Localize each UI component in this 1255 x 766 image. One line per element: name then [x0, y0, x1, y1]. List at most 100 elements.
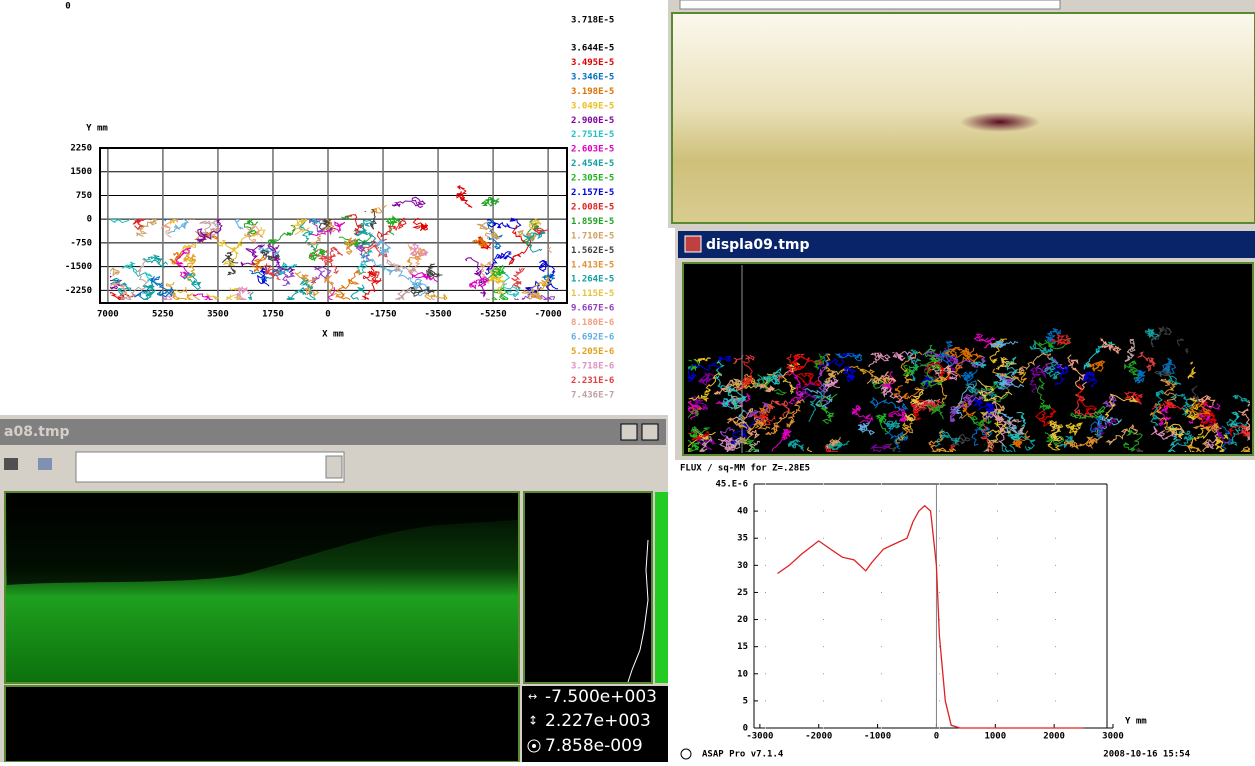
- y-tick-label: 750: [76, 191, 92, 201]
- contour-line: [390, 197, 425, 207]
- y-tick-label: 35: [737, 534, 748, 544]
- y-tick-label: 0: [87, 215, 92, 225]
- icon: ↔: [528, 690, 537, 703]
- window-icon: [685, 236, 701, 252]
- legend-entry: 3.495E-5: [571, 58, 614, 68]
- contour-line: [426, 264, 442, 277]
- hot-spot: [960, 112, 1040, 132]
- footer-left: ASAP Pro v7.1.4: [702, 750, 784, 760]
- contour-line: [481, 197, 499, 206]
- x-tick-label: 1000: [984, 732, 1006, 742]
- legend-entry: 3.198E-5: [571, 87, 614, 97]
- y-tick-label: 30: [737, 561, 748, 571]
- x-tick-label: -5250: [480, 310, 507, 320]
- legend-entry: 9.667E-6: [571, 304, 614, 314]
- y-tick-label: -2250: [65, 286, 92, 296]
- legend-entry: 1.710E-5: [571, 231, 614, 241]
- legend-entry: 1.562E-5: [571, 246, 614, 256]
- x-tick-label: 0: [325, 310, 330, 320]
- print-button[interactable]: [4, 458, 18, 470]
- legend-entry: 8.180E-6: [571, 318, 614, 328]
- window-title: a08.tmp: [4, 424, 70, 440]
- legend-entry: 3.049E-5: [571, 101, 614, 111]
- contour-line: [470, 277, 489, 289]
- legend-entry: 2.305E-5: [571, 174, 614, 184]
- legend-entry: 3.718E-5: [571, 16, 614, 26]
- y-tick-label: 10: [737, 669, 748, 679]
- legend-entry: 3.718E-6: [571, 361, 614, 371]
- contour-line: [413, 218, 427, 230]
- legend-entry: 3.644E-5: [571, 44, 614, 54]
- contour-line: [143, 255, 167, 267]
- contour-line: [328, 204, 350, 219]
- dropdown[interactable]: [76, 452, 344, 482]
- color-bar: [655, 492, 668, 683]
- x-tick-label: -1000: [864, 732, 891, 742]
- y-tick-label: 5: [743, 696, 748, 706]
- contour-line: [137, 198, 160, 213]
- y-tick-label: 40: [737, 507, 748, 517]
- contour-line: [267, 225, 295, 244]
- dropdown-arrow[interactable]: [326, 456, 342, 478]
- profile-view: [5, 686, 519, 762]
- value-readout: 7.858e-009: [545, 736, 643, 756]
- icon: ↕: [528, 714, 538, 728]
- toolbar-field: [680, 0, 1060, 9]
- contour-line: [410, 272, 438, 282]
- legend-entry: 1.413E-5: [571, 260, 614, 270]
- x-axis-label: Y mm: [1125, 717, 1147, 727]
- x-tick-label: 1750: [262, 310, 284, 320]
- x-tick-label: -7000: [535, 310, 562, 320]
- maximize-button[interactable]: [642, 424, 658, 440]
- contour-line: [137, 210, 157, 237]
- window-title: displa09.tmp: [706, 237, 810, 253]
- chart-area: [677, 460, 1255, 762]
- contour-line: [550, 204, 568, 241]
- legend-entry: 2.751E-5: [571, 130, 614, 140]
- contour-line: [396, 289, 413, 308]
- x-tick-label: 0: [934, 732, 939, 742]
- contour-line: [122, 262, 152, 282]
- contour-line: [360, 265, 376, 302]
- x-tick-label: -2000: [805, 732, 832, 742]
- legend-entry: 2.157E-5: [571, 188, 614, 198]
- contour-line: [548, 245, 564, 256]
- contour-line: [168, 214, 192, 234]
- y-tick-label: 20: [737, 615, 748, 625]
- legend-entry: 6.692E-6: [571, 333, 614, 343]
- screenshot: 0 Y mm X mm 225015007500-750-1500-225070…: [0, 0, 1255, 762]
- y-tick-label: 45.E-6: [715, 480, 748, 490]
- x-readout: -7.500e+003: [545, 687, 657, 707]
- x-tick-label: 7000: [97, 310, 119, 320]
- contour-line: [512, 268, 525, 288]
- contour-line: [457, 186, 472, 208]
- contour-line: [183, 211, 199, 220]
- legend-entry: 7.436E-7: [571, 390, 614, 400]
- y-readout: 2.227e+003: [545, 711, 651, 731]
- x-tick-label: 3000: [1102, 732, 1124, 742]
- contour-line: [237, 287, 251, 302]
- chart-title: FLUX / sq-MM for Z=.28E5: [680, 464, 810, 474]
- x-tick-label: -3500: [425, 310, 452, 320]
- contour-line: [329, 287, 350, 314]
- contour-line: [121, 259, 147, 301]
- legend-entry: 2.231E-6: [571, 376, 614, 386]
- x-tick-label: 3500: [207, 310, 229, 320]
- contour-line: [227, 202, 243, 229]
- contour-line: [154, 205, 188, 216]
- y-tick-label: -750: [70, 238, 92, 248]
- footer-right: 2008-10-16 15:54: [1103, 750, 1190, 760]
- minimize-button[interactable]: [621, 424, 637, 440]
- legend-entry: 2.900E-5: [571, 116, 614, 126]
- contour-line: [345, 238, 356, 255]
- x-tick-label: -1750: [369, 310, 396, 320]
- legend-entry: 1.264E-5: [571, 275, 614, 285]
- y-tick-label: 25: [737, 588, 748, 598]
- contour-line: [492, 288, 508, 304]
- icon: [532, 744, 536, 748]
- contour-line: [310, 250, 338, 274]
- contour-line: [306, 212, 330, 246]
- copy-button[interactable]: [38, 458, 52, 470]
- legend-entry: 1.859E-5: [571, 217, 614, 227]
- y-tick-label: 15: [737, 642, 748, 652]
